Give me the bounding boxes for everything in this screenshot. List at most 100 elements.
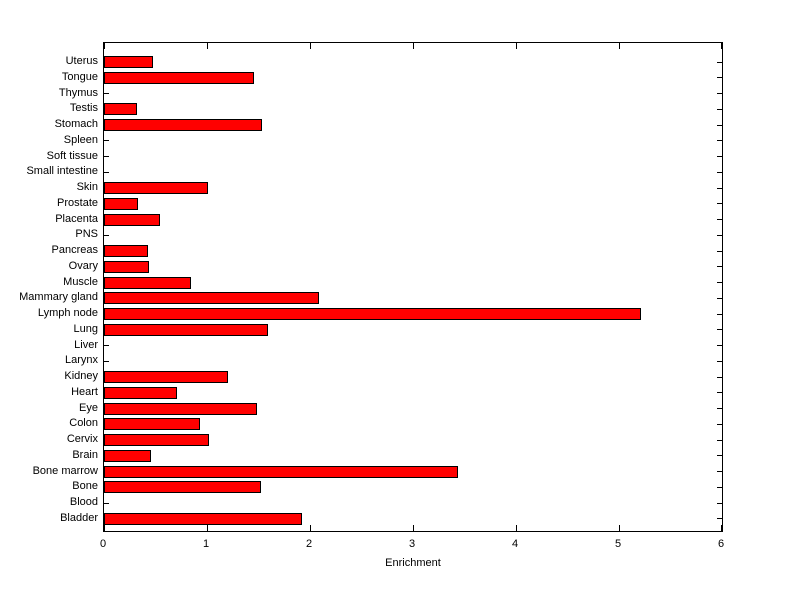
y-tick-right-stomach bbox=[717, 124, 722, 126]
y-tick-label-ovary: Ovary bbox=[68, 259, 98, 272]
y-tick-right-muscle bbox=[717, 282, 722, 283]
bar-testis bbox=[104, 103, 137, 116]
y-tick-right-prostate bbox=[717, 203, 722, 205]
y-tick-label-testis: Testis bbox=[69, 102, 98, 115]
y-tick-left-spleen bbox=[104, 140, 109, 142]
bar-pancreas bbox=[104, 245, 148, 257]
bar-heart bbox=[104, 386, 177, 399]
y-tick-label-brain: Brain bbox=[72, 448, 98, 461]
y-tick-label-bone-marrow: Bone marrow bbox=[32, 464, 98, 477]
y-tick-right-liver bbox=[717, 345, 722, 346]
bar-placenta bbox=[104, 213, 160, 226]
y-tick-right-lymph-node bbox=[717, 313, 722, 315]
y-tick-label-prostate: Prostate bbox=[57, 196, 98, 209]
x-tick-top-0 bbox=[104, 43, 105, 49]
x-tick-label-4: 4 bbox=[511, 538, 519, 550]
y-tick-label-eye: Eye bbox=[79, 401, 98, 414]
y-tick-right-bone bbox=[717, 486, 722, 488]
x-tick-bottom-1 bbox=[206, 525, 208, 531]
y-tick-right-blood bbox=[717, 502, 722, 504]
bar-brain bbox=[104, 449, 151, 462]
bar-uterus bbox=[104, 56, 153, 68]
y-tick-label-kidney: Kidney bbox=[64, 370, 98, 382]
y-tick-right-soft-tissue bbox=[717, 156, 722, 157]
y-tick-right-kidney bbox=[717, 376, 722, 378]
x-tick-bottom-4 bbox=[515, 525, 517, 531]
y-tick-label-placenta: Placenta bbox=[55, 212, 98, 225]
bar-ovary bbox=[104, 260, 149, 273]
bar-stomach bbox=[104, 119, 262, 131]
bar-bone-marrow bbox=[104, 465, 458, 478]
y-tick-right-bladder bbox=[717, 518, 722, 520]
y-tick-label-bladder: Bladder bbox=[60, 511, 98, 524]
bar-eye bbox=[104, 402, 257, 415]
y-tick-right-colon bbox=[717, 423, 722, 425]
bar-cervix bbox=[104, 434, 209, 446]
y-tick-label-pancreas: Pancreas bbox=[51, 244, 98, 256]
y-tick-right-eye bbox=[717, 408, 722, 409]
y-tick-label-colon: Colon bbox=[69, 417, 98, 430]
x-tick-label-5: 5 bbox=[614, 538, 622, 550]
x-tick-bottom-3 bbox=[412, 525, 414, 531]
x-tick-bottom-2 bbox=[309, 525, 311, 531]
y-tick-label-pns: PNS bbox=[75, 228, 98, 241]
x-tick-label-3: 3 bbox=[408, 538, 416, 550]
y-tick-right-brain bbox=[717, 455, 722, 457]
x-tick-bottom-6 bbox=[721, 525, 722, 531]
y-tick-right-spleen bbox=[717, 140, 722, 142]
x-tick-top-4 bbox=[515, 43, 517, 49]
y-tick-label-muscle: Muscle bbox=[63, 275, 98, 288]
y-tick-label-skin: Skin bbox=[76, 181, 98, 193]
y-tick-label-blood: Blood bbox=[69, 496, 98, 508]
y-tick-right-heart bbox=[717, 392, 722, 394]
y-tick-right-cervix bbox=[717, 439, 722, 441]
y-tick-left-thymus bbox=[104, 93, 109, 94]
x-tick-top-5 bbox=[618, 43, 620, 49]
y-tick-label-bone: Bone bbox=[72, 480, 98, 493]
y-tick-label-stomach: Stomach bbox=[54, 118, 98, 130]
x-tick-bottom-0 bbox=[104, 525, 105, 531]
y-tick-label-soft-tissue: Soft tissue bbox=[46, 149, 98, 162]
y-tick-label-tongue: Tongue bbox=[61, 70, 98, 83]
y-tick-right-pns bbox=[717, 234, 722, 236]
plot-area bbox=[103, 42, 723, 532]
y-tick-right-bone-marrow bbox=[717, 471, 722, 472]
x-tick-top-2 bbox=[309, 43, 311, 49]
y-tick-left-liver bbox=[104, 345, 109, 346]
y-tick-right-lung bbox=[717, 329, 722, 331]
y-tick-left-small-intestine bbox=[104, 171, 109, 173]
x-axis-label: Enrichment bbox=[385, 557, 441, 569]
x-tick-top-3 bbox=[412, 43, 414, 49]
bar-bone bbox=[104, 481, 261, 494]
x-tick-top-1 bbox=[206, 43, 208, 49]
y-tick-left-blood bbox=[104, 502, 109, 504]
y-tick-right-placenta bbox=[717, 219, 722, 220]
y-tick-label-larynx: Larynx bbox=[64, 354, 98, 367]
y-tick-label-cervix: Cervix bbox=[66, 433, 98, 445]
y-tick-label-heart: Heart bbox=[71, 385, 98, 398]
y-tick-right-thymus bbox=[717, 93, 722, 94]
bar-lung bbox=[104, 323, 268, 336]
y-tick-right-ovary bbox=[717, 266, 722, 268]
y-tick-label-liver: Liver bbox=[74, 338, 98, 351]
y-tick-left-larynx bbox=[104, 360, 109, 362]
y-tick-label-spleen: Spleen bbox=[63, 133, 98, 146]
x-tick-top-6 bbox=[721, 43, 722, 49]
y-tick-left-soft-tissue bbox=[104, 156, 109, 157]
bar-skin bbox=[104, 182, 208, 194]
y-tick-label-lymph-node: Lymph node bbox=[37, 307, 98, 319]
y-tick-right-mammary-gland bbox=[717, 297, 722, 299]
bar-prostate bbox=[104, 197, 138, 210]
x-tick-label-0: 0 bbox=[99, 538, 107, 550]
bar-kidney bbox=[104, 371, 228, 383]
x-tick-label-1: 1 bbox=[202, 538, 210, 550]
y-tick-right-skin bbox=[717, 187, 722, 189]
bar-lymph-node bbox=[104, 308, 641, 320]
bar-muscle bbox=[104, 276, 191, 289]
y-tick-label-uterus: Uterus bbox=[65, 55, 98, 67]
y-tick-right-pancreas bbox=[717, 250, 722, 252]
x-tick-label-2: 2 bbox=[305, 538, 313, 550]
y-tick-label-small-intestine: Small intestine bbox=[26, 165, 98, 178]
y-tick-right-uterus bbox=[717, 61, 722, 63]
bar-bladder bbox=[104, 512, 302, 525]
